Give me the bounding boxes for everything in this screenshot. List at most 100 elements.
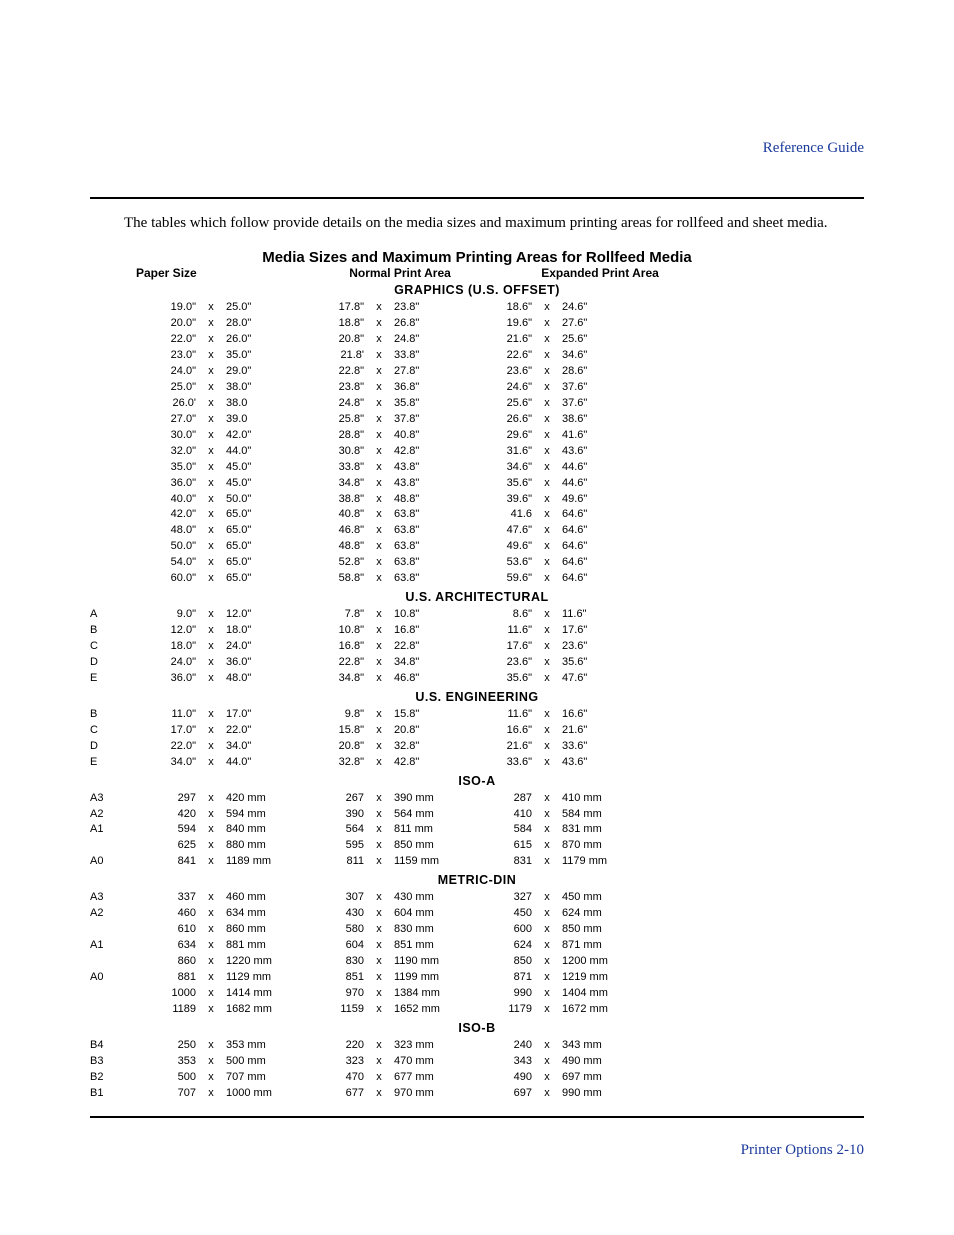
expanded-width: 49.6" bbox=[468, 539, 532, 555]
row-label: B bbox=[90, 707, 136, 723]
table-row: 35.0"x45.0"33.8"x43.8"34.6"x44.6" bbox=[90, 460, 864, 476]
paper-height: 29.0" bbox=[226, 364, 300, 380]
x-sep: x bbox=[532, 707, 562, 723]
row-label: A bbox=[90, 607, 136, 623]
normal-height: 63.8" bbox=[394, 555, 468, 571]
expanded-width: 600 bbox=[468, 922, 532, 938]
normal-height: 48.8" bbox=[394, 492, 468, 508]
paper-width: 353 bbox=[136, 1054, 196, 1070]
x-sep: x bbox=[532, 396, 562, 412]
x-sep: x bbox=[364, 316, 394, 332]
expanded-width: 584 bbox=[468, 822, 532, 838]
paper-width: 500 bbox=[136, 1070, 196, 1086]
x-sep: x bbox=[364, 838, 394, 854]
x-sep: x bbox=[364, 791, 394, 807]
col-header-expanded-area: Expanded Print Area bbox=[500, 266, 700, 280]
header-reference-guide: Reference Guide bbox=[90, 140, 864, 157]
table-row: C18.0"x24.0"16.8"x22.8"17.6"x23.6" bbox=[90, 639, 864, 655]
expanded-width: 21.6" bbox=[468, 332, 532, 348]
media-size-table: GRAPHICS (U.S. OFFSET)19.0"x25.0"17.8"x2… bbox=[90, 283, 864, 1101]
x-sep: x bbox=[196, 348, 226, 364]
normal-height: 677 mm bbox=[394, 1070, 468, 1086]
normal-width: 20.8" bbox=[300, 332, 364, 348]
x-sep: x bbox=[364, 492, 394, 508]
paper-width: 297 bbox=[136, 791, 196, 807]
x-sep: x bbox=[532, 507, 562, 523]
table-row: 26.0'x38.024.8"x35.8"25.6"x37.6" bbox=[90, 396, 864, 412]
expanded-height: 624 mm bbox=[562, 906, 636, 922]
expanded-width: 16.6" bbox=[468, 723, 532, 739]
x-sep: x bbox=[196, 739, 226, 755]
paper-height: 22.0" bbox=[226, 723, 300, 739]
x-sep: x bbox=[196, 922, 226, 938]
expanded-width: 343 bbox=[468, 1054, 532, 1070]
x-sep: x bbox=[532, 1038, 562, 1054]
paper-height: 38.0" bbox=[226, 380, 300, 396]
normal-height: 323 mm bbox=[394, 1038, 468, 1054]
paper-width: 250 bbox=[136, 1038, 196, 1054]
expanded-width: 8.6" bbox=[468, 607, 532, 623]
x-sep: x bbox=[364, 444, 394, 460]
normal-height: 27.8" bbox=[394, 364, 468, 380]
x-sep: x bbox=[196, 954, 226, 970]
normal-height: 43.8" bbox=[394, 476, 468, 492]
normal-height: 15.8" bbox=[394, 707, 468, 723]
x-sep: x bbox=[532, 428, 562, 444]
table-row: A3297x420 mm267x390 mm287x410 mm bbox=[90, 791, 864, 807]
expanded-width: 26.6" bbox=[468, 412, 532, 428]
expanded-width: 615 bbox=[468, 838, 532, 854]
normal-height: 42.8" bbox=[394, 755, 468, 771]
paper-height: 1189 mm bbox=[226, 854, 300, 870]
table-row: 30.0"x42.0"28.8"x40.8"29.6"x41.6" bbox=[90, 428, 864, 444]
normal-height: 24.8" bbox=[394, 332, 468, 348]
normal-width: 46.8" bbox=[300, 523, 364, 539]
row-label: B1 bbox=[90, 1086, 136, 1102]
normal-height: 34.8" bbox=[394, 655, 468, 671]
col-header-normal-area: Normal Print Area bbox=[300, 266, 500, 280]
x-sep: x bbox=[532, 986, 562, 1002]
x-sep: x bbox=[196, 655, 226, 671]
section-header: METRIC-DIN bbox=[90, 873, 864, 887]
x-sep: x bbox=[196, 723, 226, 739]
expanded-height: 47.6" bbox=[562, 671, 636, 687]
paper-width: 17.0" bbox=[136, 723, 196, 739]
x-sep: x bbox=[364, 412, 394, 428]
row-label: E bbox=[90, 671, 136, 687]
table-row: 36.0"x45.0"34.8"x43.8"35.6"x44.6" bbox=[90, 476, 864, 492]
expanded-height: 24.6" bbox=[562, 300, 636, 316]
table-row: 25.0"x38.0"23.8"x36.8"24.6"x37.6" bbox=[90, 380, 864, 396]
x-sep: x bbox=[196, 822, 226, 838]
expanded-height: 450 mm bbox=[562, 890, 636, 906]
normal-width: 34.8" bbox=[300, 671, 364, 687]
row-label: A1 bbox=[90, 938, 136, 954]
expanded-height: 1404 mm bbox=[562, 986, 636, 1002]
paper-height: 1682 mm bbox=[226, 1002, 300, 1018]
table-row: 1000x1414 mm970x1384 mm990x1404 mm bbox=[90, 986, 864, 1002]
x-sep: x bbox=[364, 639, 394, 655]
x-sep: x bbox=[196, 1054, 226, 1070]
expanded-height: 41.6" bbox=[562, 428, 636, 444]
page: Reference Guide The tables which follow … bbox=[0, 0, 954, 1219]
x-sep: x bbox=[196, 890, 226, 906]
normal-height: 20.8" bbox=[394, 723, 468, 739]
normal-height: 46.8" bbox=[394, 671, 468, 687]
x-sep: x bbox=[196, 428, 226, 444]
paper-height: 12.0" bbox=[226, 607, 300, 623]
x-sep: x bbox=[364, 523, 394, 539]
paper-width: 48.0" bbox=[136, 523, 196, 539]
x-sep: x bbox=[196, 986, 226, 1002]
paper-height: 45.0" bbox=[226, 476, 300, 492]
x-sep: x bbox=[364, 986, 394, 1002]
normal-height: 63.8" bbox=[394, 571, 468, 587]
paper-height: 17.0" bbox=[226, 707, 300, 723]
expanded-height: 584 mm bbox=[562, 807, 636, 823]
expanded-height: 871 mm bbox=[562, 938, 636, 954]
normal-width: 267 bbox=[300, 791, 364, 807]
normal-width: 470 bbox=[300, 1070, 364, 1086]
paper-height: 1220 mm bbox=[226, 954, 300, 970]
normal-width: 10.8" bbox=[300, 623, 364, 639]
table-row: E34.0"x44.0"32.8"x42.8"33.6"x43.6" bbox=[90, 755, 864, 771]
x-sep: x bbox=[364, 1038, 394, 1054]
row-label: D bbox=[90, 655, 136, 671]
normal-height: 390 mm bbox=[394, 791, 468, 807]
